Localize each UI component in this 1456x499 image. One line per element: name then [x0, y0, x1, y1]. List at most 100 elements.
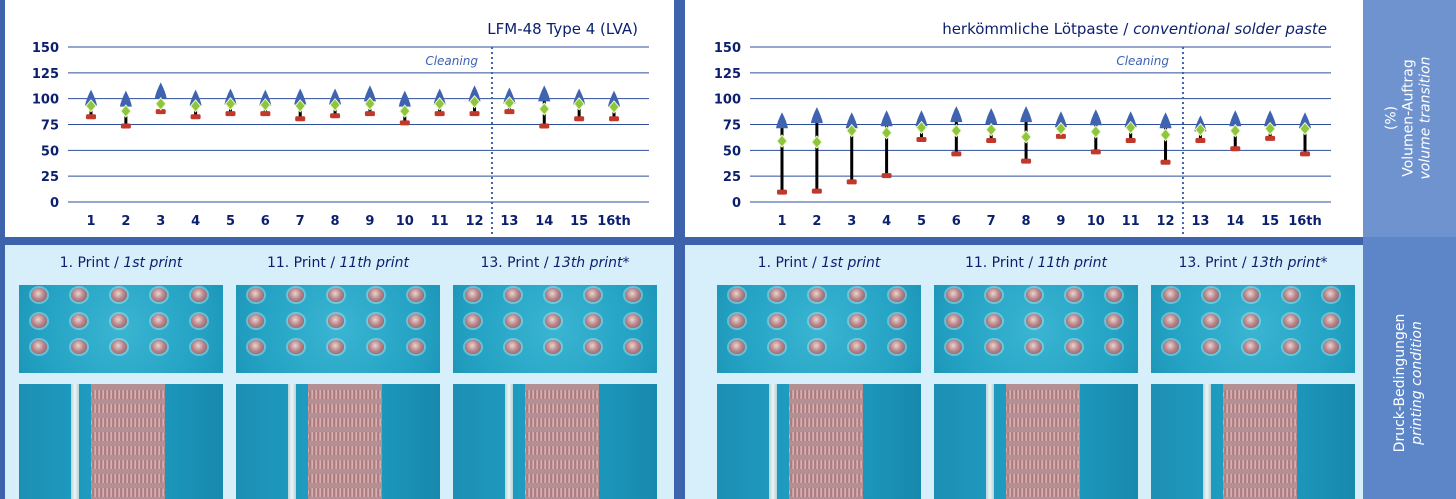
solder-pad: [111, 288, 127, 302]
solder-pad: [769, 288, 785, 302]
min-marker: [1160, 159, 1171, 165]
percent-unit: (%): [1383, 105, 1400, 131]
max-marker: [294, 88, 307, 105]
photo-column: 1. Print / 1st print: [19, 245, 223, 499]
photo-caption: 11. Print / 11th print: [236, 255, 440, 271]
solder-pad: [946, 288, 962, 302]
solder-pad: [31, 340, 47, 354]
solder-pad: [151, 340, 167, 354]
solder-line: [1006, 488, 1080, 497]
max-marker: [259, 89, 272, 106]
min-marker: [1021, 158, 1032, 164]
solder-pad: [248, 340, 264, 354]
solder-pad: [1106, 340, 1122, 354]
max-marker: [608, 90, 620, 107]
solder-pad: [191, 288, 207, 302]
solder-line: [1223, 404, 1297, 413]
solder-line: [1223, 474, 1297, 483]
min-marker: [469, 111, 480, 117]
x-tick-label: 5: [917, 214, 926, 229]
solder-pad: [809, 288, 825, 302]
solder-line: [308, 432, 382, 441]
max-marker: [810, 107, 823, 124]
solder-line: [525, 474, 599, 483]
cleaning-annotation: Cleaning: [425, 54, 478, 68]
solder-pad: [1323, 340, 1339, 354]
min-marker: [951, 151, 962, 157]
caption-italic: 11th print: [339, 255, 410, 271]
max-marker: [985, 108, 998, 125]
min-marker: [399, 120, 410, 126]
x-tick-label: 10: [396, 214, 414, 229]
min-marker: [1195, 138, 1206, 143]
mean-marker: [1020, 130, 1032, 144]
min-marker: [434, 111, 445, 117]
solder-pad: [769, 340, 785, 354]
solder-line-stack: [1223, 384, 1297, 499]
x-tick-label: 15: [1261, 214, 1279, 229]
solder-pad: [729, 288, 745, 302]
solder-line-photo: [236, 384, 440, 499]
min-marker: [609, 116, 619, 122]
mean-marker: [608, 100, 620, 114]
min-marker: [155, 109, 166, 115]
solder-line: [308, 460, 382, 469]
solder-pad: [71, 314, 87, 328]
photo-column: 13. Print / 13th print*: [1151, 245, 1355, 499]
min-marker: [539, 123, 550, 129]
mean-marker: [1229, 123, 1241, 138]
mean-marker: [1159, 128, 1172, 142]
solder-pad-photo: [934, 285, 1138, 373]
solder-pad: [465, 314, 481, 328]
mean-marker: [1194, 122, 1207, 137]
min-marker: [225, 111, 236, 117]
photo-caption: 1. Print / 1st print: [717, 255, 921, 271]
solder-line: [789, 390, 863, 399]
solder-pad: [1066, 288, 1082, 302]
solder-pad: [545, 288, 561, 302]
solder-pad-photo: [236, 285, 440, 373]
solder-pad: [585, 288, 601, 302]
mean-marker: [434, 97, 446, 111]
pin-strip: [769, 384, 777, 499]
chart-title-main: LFM-48 Type 4 (LVA): [487, 20, 638, 38]
mean-marker: [573, 97, 585, 111]
photo-section-conventional: 1. Print / 1st print 11. Print / 11th pr…: [685, 245, 1363, 499]
chart-panel-conventional: herkömmliche Lötpaste / conventional sol…: [685, 0, 1363, 237]
max-marker: [363, 85, 376, 102]
solder-line-photo: [19, 384, 223, 499]
caption-italic: 13th print*: [1251, 255, 1328, 271]
max-marker: [573, 88, 586, 105]
solder-pad: [849, 314, 865, 328]
solder-pad: [889, 340, 905, 354]
solder-pad: [328, 340, 344, 354]
x-tick-label: 14: [1226, 214, 1244, 229]
solder-line: [91, 460, 165, 469]
solder-pad: [946, 340, 962, 354]
mean-marker: [224, 97, 237, 111]
mean-marker: [155, 97, 167, 111]
x-tick-label: 16th: [597, 214, 631, 229]
solder-line: [308, 474, 382, 483]
mean-marker: [1090, 124, 1102, 139]
solder-line: [789, 474, 863, 483]
solder-line-stack: [525, 384, 599, 499]
solder-pad-photo: [19, 285, 223, 373]
solder-pad: [1066, 340, 1082, 354]
y-tick-label: 100: [32, 93, 59, 108]
solder-line: [525, 446, 599, 455]
x-tick-label: 6: [261, 214, 270, 229]
max-marker: [1159, 112, 1172, 129]
x-tick-label: 4: [882, 214, 891, 229]
min-marker: [190, 114, 201, 120]
max-marker: [154, 82, 167, 99]
solder-pad-photo: [717, 285, 921, 373]
solder-line-photo: [453, 384, 657, 499]
max-marker: [503, 87, 516, 104]
solder-pad: [1283, 340, 1299, 354]
mean-marker: [1125, 120, 1137, 135]
mean-marker: [364, 97, 376, 111]
solder-line: [308, 390, 382, 399]
min-marker: [1090, 149, 1101, 155]
mean-marker: [399, 104, 411, 118]
